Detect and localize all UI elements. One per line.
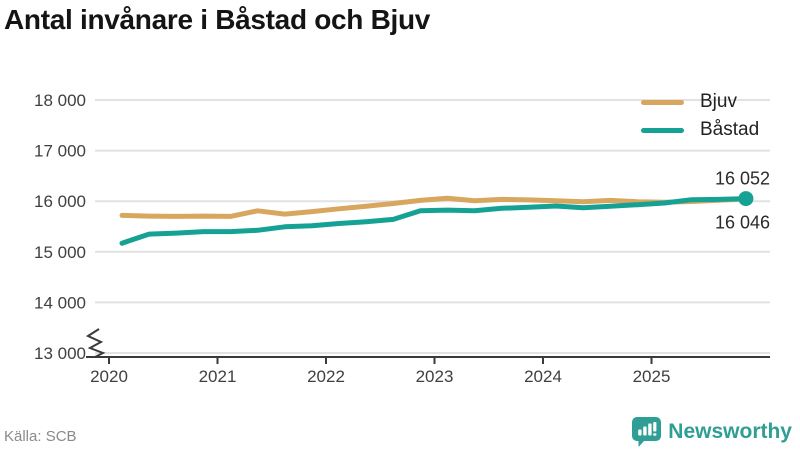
chart-title: Antal invånare i Båstad och Bjuv xyxy=(4,4,431,35)
x-axis-tick-label: 2024 xyxy=(524,367,562,386)
bjuv-line-swatch xyxy=(641,99,684,105)
end-value-label: 16 052 xyxy=(715,169,770,189)
bastad-line-swatch xyxy=(641,127,684,133)
x-axis-tick-label: 2023 xyxy=(416,367,454,386)
series-line-bjuv xyxy=(119,195,749,219)
legend-label-bastad: Båstad xyxy=(700,119,760,140)
y-axis-tick-label: 14 000 xyxy=(34,293,86,312)
brand-name: Newsworthy xyxy=(668,420,792,443)
x-axis-tick-label: 2025 xyxy=(633,367,671,386)
x-axis-tick-label: 2020 xyxy=(90,367,128,386)
series-end-dot xyxy=(738,191,754,207)
y-axis-tick-label: 15 000 xyxy=(34,243,86,262)
source-label: Källa: SCB xyxy=(4,428,77,445)
legend-item-bjuv: Bjuv xyxy=(641,88,759,116)
chart-legend: Bjuv Båstad xyxy=(641,88,759,144)
legend-item-bastad: Båstad xyxy=(641,116,759,144)
newsworthy-logo: Newsworthy xyxy=(632,417,792,447)
y-axis-break-icon xyxy=(85,328,106,358)
legend-label-bjuv: Bjuv xyxy=(700,91,737,112)
y-axis-tick-label: 16 000 xyxy=(34,192,86,211)
y-axis-tick-label: 18 000 xyxy=(34,91,86,110)
y-axis-tick-label: 17 000 xyxy=(34,142,86,161)
newsworthy-icon xyxy=(632,417,662,447)
x-axis-tick-label: 2022 xyxy=(307,367,345,386)
x-axis-tick-label: 2021 xyxy=(199,367,237,386)
y-axis-tick-label: 13 000 xyxy=(34,344,86,363)
series-line-bstad xyxy=(119,196,749,246)
end-value-label: 16 046 xyxy=(715,213,770,233)
